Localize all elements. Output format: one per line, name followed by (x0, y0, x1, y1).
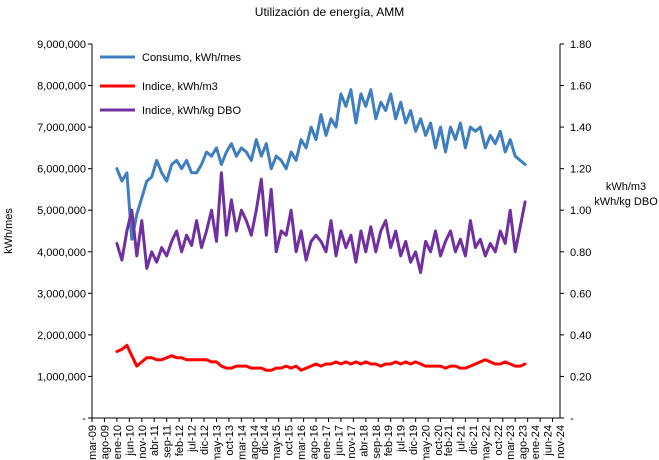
x-tick-label: feb-21 (443, 425, 455, 456)
x-tick-label: oct-20 (433, 425, 445, 456)
x-tick-label: jun-10 (124, 425, 136, 457)
x-tick-label: ago-09 (99, 425, 111, 459)
left-tick-label: 3,000,000 (37, 288, 86, 300)
x-tick-label: ago-14 (249, 425, 261, 459)
x-tick-label: oct-15 (284, 425, 296, 456)
left-tick-label: 1,000,000 (37, 371, 86, 383)
x-tick-label: jun-24 (543, 425, 555, 457)
left-tick-label: 6,000,000 (37, 164, 86, 176)
right-tick-label: 1.00 (570, 205, 591, 217)
left-tick-label: 9,000,000 (37, 39, 86, 51)
x-tick-label: nov-24 (555, 425, 567, 459)
right-tick-label: 0.80 (570, 247, 591, 259)
x-tick-label: mar-16 (296, 425, 308, 460)
x-tick-label: nov-10 (137, 425, 149, 459)
right-tick-label: 0.40 (570, 330, 591, 342)
left-tick-label: 8,000,000 (37, 81, 86, 93)
x-tick-label: dic-14 (259, 425, 271, 455)
series-line-1 (115, 88, 527, 241)
series-line-2 (115, 343, 527, 372)
x-tick-label: nov-17 (346, 425, 358, 459)
x-tick-label: ene-24 (530, 425, 542, 459)
x-tick-label: may-13 (211, 425, 223, 460)
x-tick-label: may-22 (480, 425, 492, 460)
x-tick-label: mar-09 (87, 425, 99, 460)
right-tick-label: 0.60 (570, 288, 591, 300)
legend-label: Indice, kWh/m3 (142, 81, 218, 93)
left-axis-ticks: - 1,000,000 2,000,000 3,000,000 4,000,000 5,0… (37, 39, 92, 425)
chart-title: Utilización de energía, AMM (255, 5, 404, 19)
x-tick-label: ene-17 (321, 425, 333, 459)
x-tick-label: feb-19 (383, 425, 395, 456)
left-tick-label: 7,000,000 (37, 122, 86, 134)
left-tick-label: 2,000,000 (37, 330, 86, 342)
right-tick-label: 1.20 (570, 164, 591, 176)
x-axis-ticks: mar-09 ago-09 ene-10 jun-10 nov-10 abr-11 sep-… (87, 418, 567, 460)
x-tick-label: sep-11 (162, 425, 174, 458)
x-tick-label: abr-11 (149, 425, 161, 456)
series-group (115, 88, 527, 372)
legend-label: Consumo, kWh/mes (142, 52, 242, 64)
x-tick-label: may-20 (421, 425, 433, 460)
left-tick-label: - (82, 413, 86, 425)
x-tick-label: dic-21 (468, 425, 480, 455)
x-tick-label: jul-12 (187, 425, 199, 453)
y-axis-label-right-1: kWh/m3 (606, 181, 646, 193)
right-axis-ticks: - 0.20 0.40 0.60 0.80 1.00 1.20 1.40 1.60 1.80 (560, 39, 591, 425)
y-axis-label-right-2: kWh/kg DBO (594, 196, 658, 208)
x-tick-label: oct-13 (224, 425, 236, 456)
legend-label: Indice, kWh/kg DBO (142, 105, 241, 117)
x-tick-label: abr-18 (358, 425, 370, 457)
x-tick-label: mar-14 (236, 425, 248, 460)
right-tick-label: 1.80 (570, 39, 591, 51)
x-tick-label: ago-16 (309, 425, 321, 459)
x-tick-label: may-15 (271, 425, 283, 460)
x-tick-label: sep-18 (371, 425, 383, 459)
series-line-3 (115, 171, 527, 275)
x-tick-label: dic-19 (408, 425, 420, 455)
left-tick-label: 4,000,000 (37, 247, 86, 259)
left-tick-label: 5,000,000 (37, 205, 86, 217)
x-tick-label: dic-12 (199, 425, 211, 455)
right-tick-label: 0.20 (570, 371, 591, 383)
x-tick-label: feb-12 (174, 425, 186, 456)
x-tick-label: ago-23 (518, 425, 530, 459)
x-tick-label: ene-10 (112, 425, 124, 459)
right-tick-label: 1.60 (570, 81, 591, 93)
x-tick-label: mar-23 (505, 425, 517, 460)
right-tick-label: 1.40 (570, 122, 591, 134)
x-tick-label: jul-19 (396, 425, 408, 453)
x-tick-label: jul-21 (455, 425, 467, 453)
x-tick-label: oct-22 (493, 425, 505, 456)
legend: Consumo, kWh/mes Indice, kWh/m3 Indice, kW… (100, 52, 242, 117)
y-axis-label-left: kWh/mes (3, 208, 15, 254)
right-tick-label: - (570, 413, 574, 425)
x-tick-label: jun-17 (333, 425, 345, 457)
